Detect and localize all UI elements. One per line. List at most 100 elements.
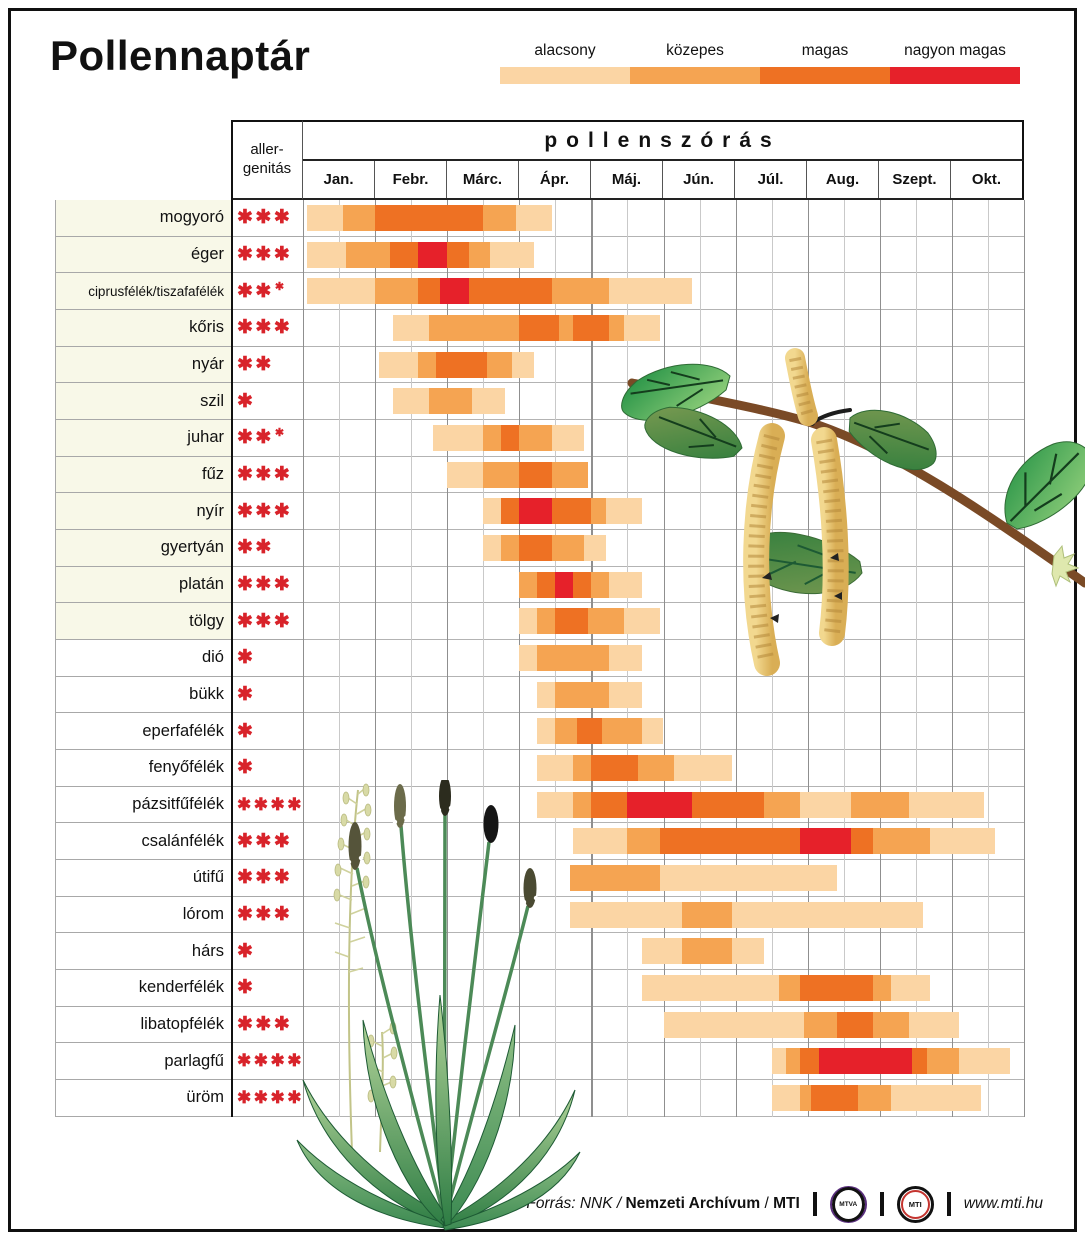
footer: Forrás: NNK / Nemzeti Archívum / MTI MTV… (526, 1183, 1043, 1225)
pollen-intensity-segment (501, 425, 520, 452)
pollen-intensity-segment (519, 608, 538, 635)
table-row: mogyoró ✱✱✱ (55, 200, 1024, 237)
pollen-intensity-segment (558, 315, 574, 342)
pollen-intensity-segment (641, 718, 664, 745)
table-row: üröm ✱✱✱✱ (55, 1080, 1024, 1117)
pollen-intensity-segment (375, 205, 484, 231)
table-row: juhar ✱✱ ✱ (55, 420, 1024, 457)
pollen-intensity-segment (555, 718, 577, 745)
pollen-intensity-segment (447, 461, 484, 488)
footer-separator (879, 1192, 884, 1216)
pollen-dispersal-header: pollenszórás (303, 120, 1024, 161)
allergenicity-stars: ✱ (232, 933, 303, 971)
pollen-intensity-segment (551, 461, 588, 488)
table-row: csalánfélék ✱✱✱ (55, 823, 1024, 861)
legend-label: alacsony (534, 42, 596, 59)
pollen-intensity-segment (418, 241, 448, 268)
pollen-intensity-segment (519, 315, 559, 342)
pollen-intensity-segment (681, 938, 732, 965)
table-row: bükk ✱ (55, 676, 1024, 714)
table-row: pázsitfűfélék ✱✱✱✱ (55, 786, 1024, 824)
allergenicity-stars: ✱✱✱ (232, 823, 303, 861)
pollen-intensity-segment (346, 241, 390, 268)
allergenicity-stars: ✱ (232, 750, 303, 787)
pollen-intensity-segment (483, 425, 502, 452)
pollen-intensity-segment (555, 608, 588, 635)
pollen-intensity-segment (641, 975, 779, 1002)
pollen-intensity-segment (342, 205, 376, 231)
table-row: fenyőfélék ✱ (55, 750, 1024, 787)
plant-name-label: platán (55, 566, 232, 604)
pollen-intensity-segment (573, 791, 592, 818)
legend-label: közepes (666, 42, 724, 59)
table-row: szil ✱ (55, 383, 1024, 421)
pollen-intensity-segment (804, 1011, 837, 1038)
pollen-bar-zone (303, 677, 1024, 714)
pollen-intensity-segment (486, 351, 513, 378)
table-row: útifű ✱✱✱ (55, 860, 1024, 897)
table-row: éger ✱✱✱ (55, 236, 1024, 274)
allergenicity-stars: ✱✱✱ (232, 1006, 303, 1044)
pollen-intensity-segment (501, 535, 520, 562)
pollen-intensity-segment (800, 1048, 819, 1075)
pollen-intensity-segment (930, 828, 996, 855)
pollen-intensity-segment (641, 938, 682, 965)
pollen-intensity-segment (771, 1048, 787, 1075)
pollen-intensity-segment (681, 901, 732, 928)
calendar-grid: mogyoró ✱✱✱ éger ✱✱✱ ciprusfélék/tiszafafélé… (55, 200, 1026, 1117)
pollen-intensity-segment (436, 351, 487, 378)
pollen-intensity-segment (519, 425, 552, 452)
pollen-intensity-segment (551, 498, 592, 525)
pollen-bar-zone (303, 603, 1024, 641)
pollen-intensity-segment (378, 351, 419, 378)
pollen-intensity-segment (537, 571, 556, 598)
pollen-intensity-segment (778, 975, 801, 1002)
pollen-intensity-segment (912, 1048, 927, 1075)
plant-name-label: éger (55, 236, 232, 274)
legend-swatch (760, 67, 890, 84)
month-header-row: Jan. Febr. Márc. Ápr. Máj. Jún. Júl. Aug. Szept.… (303, 161, 1024, 200)
plant-name-label: ciprusfélék/tiszafafélék (55, 273, 232, 311)
pollen-intensity-segment (501, 498, 520, 525)
pollen-intensity-segment (519, 645, 538, 672)
pollen-intensity-segment (429, 388, 473, 415)
plant-name-label: kőris (55, 310, 232, 347)
pollen-intensity-segment (890, 975, 931, 1002)
pollen-intensity-segment (764, 791, 801, 818)
footer-separator (946, 1192, 951, 1216)
plant-name-label: lórom (55, 896, 232, 934)
pollen-intensity-segment (659, 828, 801, 855)
pollen-intensity-segment (627, 828, 660, 855)
pollen-intensity-segment (573, 755, 592, 782)
allergenicity-stars: ✱✱✱ (232, 236, 303, 274)
pollen-intensity-segment (800, 791, 851, 818)
pollen-intensity-segment (490, 241, 534, 268)
month-header-cell: Aug. (806, 161, 878, 198)
pollen-intensity-segment (447, 241, 469, 268)
pollen-intensity-segment (537, 681, 556, 708)
month-header-cell: Szept. (878, 161, 950, 198)
pollen-intensity-segment (472, 388, 505, 415)
legend-labels: alacsony közepes magas nagyon magas (500, 42, 1020, 64)
table-row: fűz ✱✱✱ (55, 456, 1024, 494)
pollen-intensity-segment (555, 681, 610, 708)
pollen-intensity-segment (872, 975, 891, 1002)
pollen-intensity-segment (468, 278, 552, 305)
pollen-intensity-segment (800, 1085, 812, 1112)
plant-name-label: gyertyán (55, 530, 232, 567)
pollen-bar-zone (303, 1080, 1024, 1117)
allergenicity-stars: ✱✱✱ (232, 456, 303, 494)
plant-name-label: fűz (55, 456, 232, 494)
pollen-intensity-segment (483, 498, 502, 525)
pollen-intensity-segment (872, 828, 931, 855)
pollen-intensity-segment (573, 315, 610, 342)
footer-separator (812, 1192, 817, 1216)
table-row: kőris ✱✱✱ (55, 310, 1024, 347)
pollen-bar-zone (303, 310, 1024, 347)
pollen-intensity-segment (908, 1011, 960, 1038)
pollen-intensity-segment (418, 278, 440, 305)
month-header-cell: Júl. (734, 161, 806, 198)
pollen-intensity-segment (818, 1048, 913, 1075)
pollen-intensity-segment (627, 791, 693, 818)
pollen-intensity-segment (591, 571, 610, 598)
